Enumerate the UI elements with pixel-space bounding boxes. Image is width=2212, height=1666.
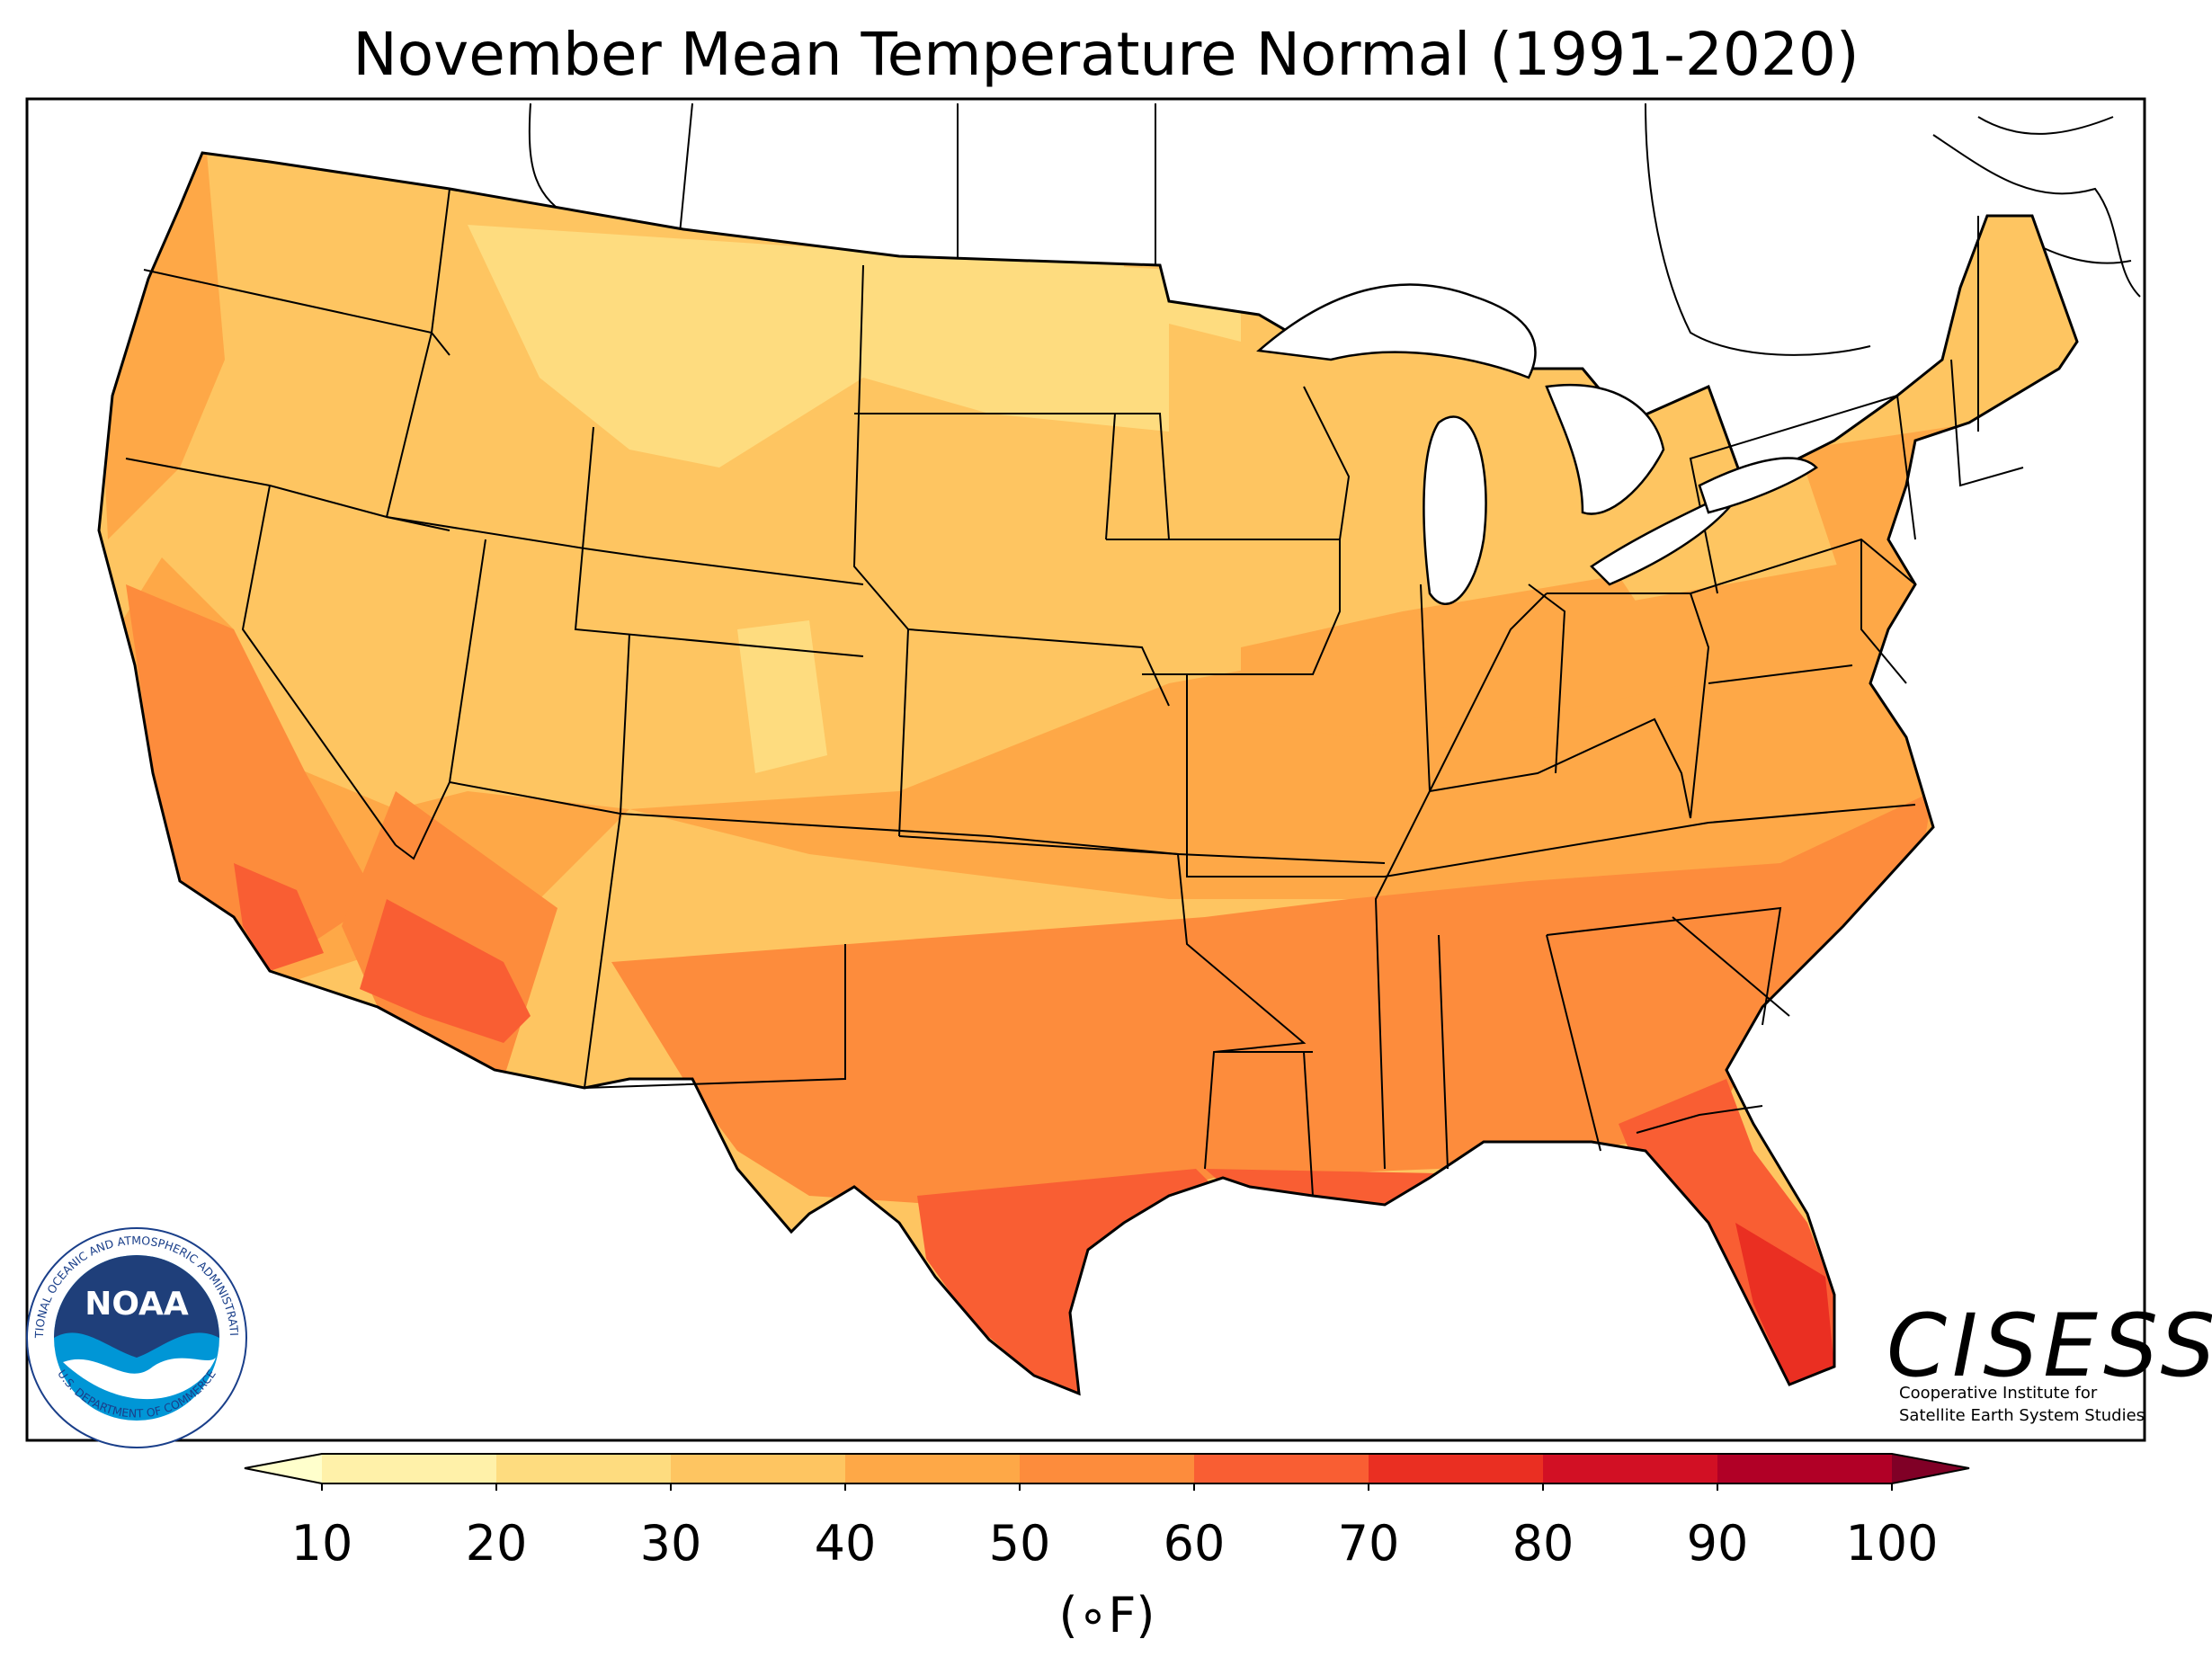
cisess-line2: Satellite Earth System Studies: [1899, 1406, 2145, 1425]
colorbar-tick-label: 70: [1338, 1515, 1400, 1572]
colorbar-tick-label: 10: [291, 1515, 353, 1572]
great-lakes: [1256, 283, 1818, 605]
map-title: November Mean Temperature Normal (1991-2…: [352, 20, 1860, 89]
state-boundaries: [125, 188, 2024, 1197]
colorbar-bin-80-90: [1543, 1454, 1717, 1483]
colorbar: 10 20 30 40 50 60 70 80 90 100 (∘F): [244, 1453, 1970, 1644]
noaa-wordmark: NOAA: [85, 1286, 189, 1323]
colorbar-tick-label: 40: [815, 1515, 877, 1572]
colorbar-tick-label: 100: [1845, 1515, 1938, 1572]
cisess-line1: Cooperative Institute for: [1899, 1384, 2098, 1403]
colorbar-bin-50-60: [1020, 1454, 1194, 1483]
colorbar-bin-10-20: [322, 1454, 496, 1483]
colorbar-bin-60-70: [1194, 1454, 1369, 1483]
colorbar-tick-label: 60: [1164, 1515, 1226, 1572]
colorbar-tick-label: 20: [466, 1515, 528, 1572]
colorbar-tick-label: 90: [1687, 1515, 1749, 1572]
colorbar-tick-label: 50: [989, 1515, 1051, 1572]
colorbar-over-triangle: [1892, 1454, 1969, 1483]
colorbar-bin-90-100: [1717, 1454, 1892, 1483]
colorbar-bin-40-50: [845, 1454, 1020, 1483]
colorbar-bin-30-40: [671, 1454, 845, 1483]
colorbar-bin-20-30: [496, 1454, 671, 1483]
cisess-logo: CISESS Cooperative Institute for Satelli…: [1886, 1296, 2212, 1425]
cisess-wordmark: CISESS: [1886, 1296, 2212, 1396]
colorbar-tick-label: 80: [1512, 1515, 1574, 1572]
colorbar-under-triangle: [245, 1454, 322, 1483]
colorbar-tick-label: 30: [640, 1515, 702, 1572]
colorbar-bin-70-80: [1369, 1454, 1543, 1483]
colorbar-unit-label: (∘F): [1059, 1587, 1155, 1644]
